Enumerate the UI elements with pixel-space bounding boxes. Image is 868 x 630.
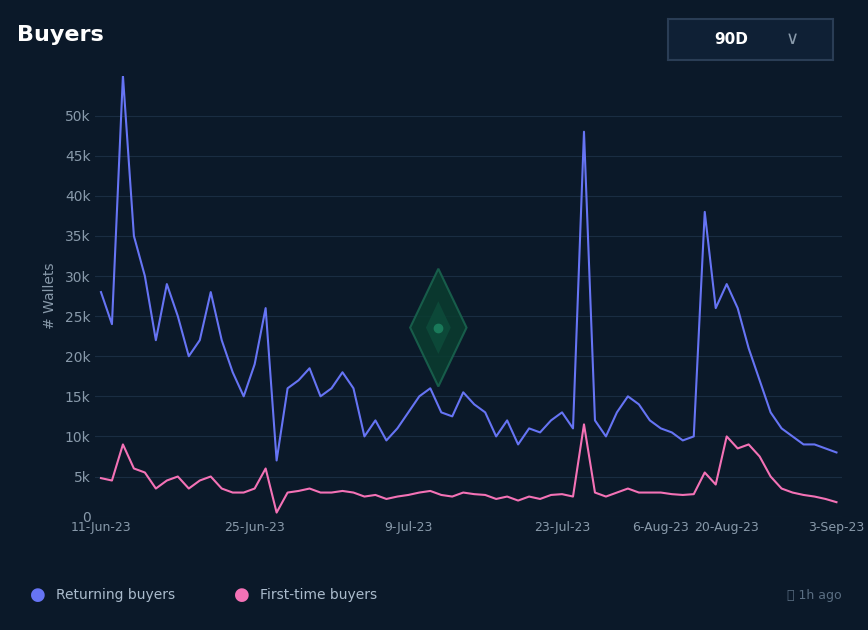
Y-axis label: # Wallets: # Wallets <box>43 263 56 329</box>
Text: ●: ● <box>234 587 250 604</box>
Text: Returning buyers: Returning buyers <box>56 588 175 602</box>
Text: ●: ● <box>30 587 46 604</box>
Polygon shape <box>426 301 450 354</box>
Text: Buyers: Buyers <box>17 25 104 45</box>
Polygon shape <box>410 269 467 387</box>
Text: 90D: 90D <box>714 32 748 47</box>
Text: ⏱ 1h ago: ⏱ 1h ago <box>787 589 842 602</box>
Text: First-time buyers: First-time buyers <box>260 588 378 602</box>
Text: ∨: ∨ <box>786 30 799 47</box>
